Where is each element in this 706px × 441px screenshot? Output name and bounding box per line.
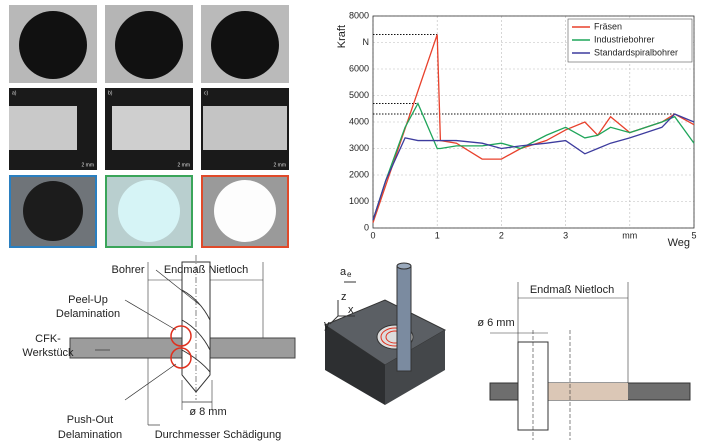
mill-top <box>397 263 411 269</box>
x-tick-label: 0 <box>370 230 375 240</box>
label: e <box>347 270 352 279</box>
label: Bohrer <box>111 264 144 276</box>
legend-label: Standardspiralbohrer <box>594 47 678 57</box>
photo-label: a) <box>12 90 17 96</box>
label: z <box>341 291 347 303</box>
y-tick-label: 0 <box>364 222 369 232</box>
label: a <box>340 266 347 278</box>
x-tick-label: 2 <box>499 230 504 240</box>
hole <box>23 181 83 241</box>
label: Werkstück <box>22 347 74 359</box>
y-tick-label: 6000 <box>349 63 369 73</box>
hole <box>118 180 180 242</box>
x-tick-label: 3 <box>563 230 568 240</box>
legend-label: Industriebohrer <box>594 34 655 44</box>
label: Delamination <box>56 308 120 320</box>
cut-face <box>112 106 190 150</box>
label: Durchmesser Schädigung <box>155 429 282 441</box>
label: ø 6 mm <box>477 317 514 329</box>
label: Endmaß Nietloch <box>164 264 248 276</box>
reaming-diagram <box>490 282 690 440</box>
milling-diagram <box>325 263 445 405</box>
y-tick-label: N <box>363 37 370 47</box>
cut-face <box>9 106 77 150</box>
label: y <box>324 319 330 331</box>
legend-label: Fräsen <box>594 21 622 31</box>
scale-label: 2 mm <box>178 162 191 168</box>
series-line <box>373 103 694 220</box>
hole <box>19 11 87 79</box>
x-axis-label: Weg <box>668 237 690 249</box>
photo-label: c) <box>204 90 209 96</box>
label: Peel-Up <box>68 294 108 306</box>
scale-label: 2 mm <box>82 162 95 168</box>
figure: a) b) c) 2 mm 2 mm 2 mm Bohrer Endmaß Ni… <box>0 0 706 441</box>
label: x <box>348 304 354 316</box>
mill-tool <box>397 266 411 371</box>
y-tick-label: 5000 <box>349 90 369 100</box>
series-line <box>373 35 694 223</box>
y-tick-label: 3000 <box>349 143 369 153</box>
hole <box>211 11 279 79</box>
machined-zone <box>548 383 628 400</box>
y-tick-label: 1000 <box>349 196 369 206</box>
x-tick-label: 1 <box>435 230 440 240</box>
drilling-diagram <box>70 255 295 425</box>
y-tick-label: 4000 <box>349 116 369 126</box>
label: ø 8 mm <box>189 406 226 418</box>
y-tick-label: 2000 <box>349 169 369 179</box>
y-axis-label: Kraft <box>336 25 348 48</box>
line-chart: 0 1000 2000 3000 4000 5000 6000 N 8000 0 1 2 3 mm 5 Kra… <box>336 10 697 249</box>
scale-label: 2 mm <box>274 162 287 168</box>
label: Delamination <box>58 429 122 441</box>
cut-face <box>203 106 287 150</box>
label: Push-Out <box>67 414 113 426</box>
x-tick-label: mm <box>622 230 637 240</box>
photo-grid: a) b) c) 2 mm 2 mm 2 mm <box>9 5 289 247</box>
hole <box>214 180 276 242</box>
y-tick-label: 8000 <box>349 10 369 20</box>
leader <box>125 300 176 330</box>
label: CFK- <box>35 333 61 345</box>
label: Endmaß Nietloch <box>530 284 614 296</box>
series-line <box>373 114 694 220</box>
leader <box>125 364 176 400</box>
x-tick-label: 5 <box>691 230 696 240</box>
photo-label: b) <box>108 90 113 96</box>
hole <box>115 11 183 79</box>
